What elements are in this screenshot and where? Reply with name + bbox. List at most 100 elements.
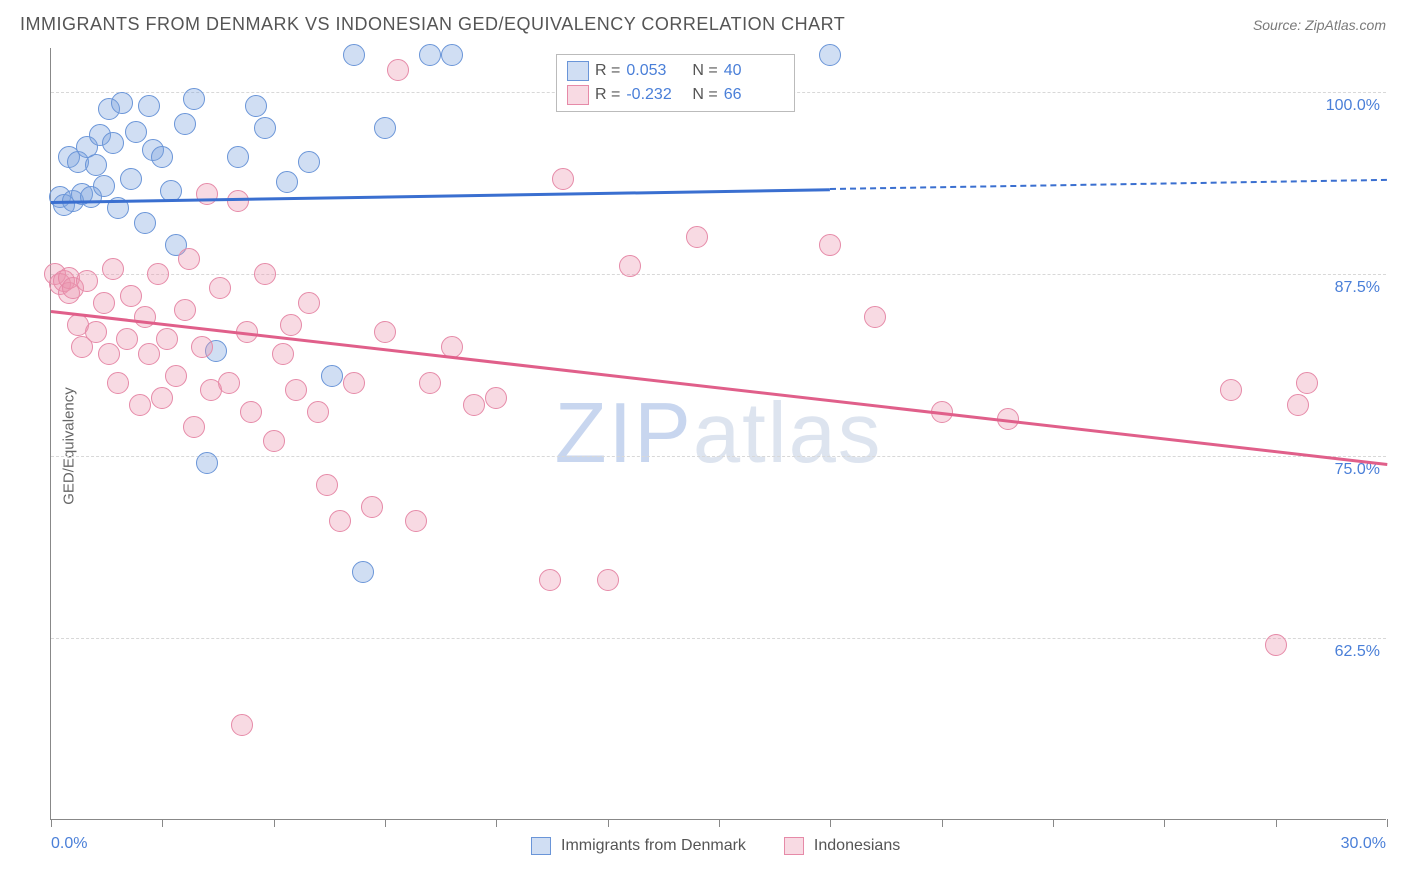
- point-indonesian: [134, 306, 156, 328]
- point-indonesian: [138, 343, 160, 365]
- n-value: 40: [724, 59, 784, 83]
- point-indonesian: [343, 372, 365, 394]
- point-indonesian: [151, 387, 173, 409]
- point-denmark: [276, 171, 298, 193]
- point-indonesian: [298, 292, 320, 314]
- x-tick: [1276, 819, 1277, 827]
- x-tick: [274, 819, 275, 827]
- point-indonesian: [1296, 372, 1318, 394]
- point-indonesian: [231, 714, 253, 736]
- point-indonesian: [307, 401, 329, 423]
- gridline: [51, 274, 1386, 275]
- point-denmark: [151, 146, 173, 168]
- point-indonesian: [209, 277, 231, 299]
- x-tick: [1164, 819, 1165, 827]
- series-legend: Immigrants from Denmark Indonesians: [531, 837, 928, 855]
- legend-swatch: [567, 85, 589, 105]
- point-indonesian: [387, 59, 409, 81]
- point-indonesian: [116, 328, 138, 350]
- n-label: N =: [692, 59, 717, 83]
- chart-title: IMMIGRANTS FROM DENMARK VS INDONESIAN GE…: [20, 14, 845, 35]
- point-indonesian: [419, 372, 441, 394]
- point-indonesian: [864, 306, 886, 328]
- point-indonesian: [129, 394, 151, 416]
- point-denmark: [120, 168, 142, 190]
- correlation-row: R =0.053N = 40: [567, 59, 784, 83]
- r-value: 0.053: [626, 59, 686, 83]
- point-denmark: [138, 95, 160, 117]
- y-tick-label: 87.5%: [1335, 279, 1380, 297]
- point-indonesian: [485, 387, 507, 409]
- legend-label: Indonesians: [814, 837, 900, 855]
- point-indonesian: [539, 569, 561, 591]
- gridline: [51, 638, 1386, 639]
- y-tick-label: 100.0%: [1326, 97, 1380, 115]
- point-denmark: [419, 44, 441, 66]
- watermark-bold: ZIP: [555, 386, 693, 481]
- watermark-light: atlas: [693, 386, 883, 481]
- x-tick-label-min: 0.0%: [51, 835, 87, 853]
- point-denmark: [196, 452, 218, 474]
- point-denmark: [102, 132, 124, 154]
- x-tick: [942, 819, 943, 827]
- x-tick: [1387, 819, 1388, 827]
- point-denmark: [819, 44, 841, 66]
- point-denmark: [125, 121, 147, 143]
- point-indonesian: [98, 343, 120, 365]
- point-indonesian: [272, 343, 294, 365]
- point-indonesian: [93, 292, 115, 314]
- x-tick: [496, 819, 497, 827]
- point-indonesian: [280, 314, 302, 336]
- legend-label: Immigrants from Denmark: [561, 837, 746, 855]
- point-denmark: [93, 175, 115, 197]
- point-indonesian: [178, 248, 200, 270]
- r-label: R =: [595, 83, 620, 107]
- point-indonesian: [686, 226, 708, 248]
- point-indonesian: [263, 430, 285, 452]
- x-tick: [1053, 819, 1054, 827]
- r-label: R =: [595, 59, 620, 83]
- source-label: Source: ZipAtlas.com: [1253, 17, 1386, 33]
- x-tick: [719, 819, 720, 827]
- n-value: 66: [724, 83, 784, 107]
- correlation-legend: R =0.053N = 40 R =-0.232N = 66: [556, 54, 795, 112]
- legend-swatch: [531, 837, 551, 855]
- trend-indonesian: [51, 310, 1387, 466]
- point-indonesian: [85, 321, 107, 343]
- point-indonesian: [329, 510, 351, 532]
- point-indonesian: [463, 394, 485, 416]
- point-indonesian: [156, 328, 178, 350]
- point-indonesian: [107, 372, 129, 394]
- point-indonesian: [183, 416, 205, 438]
- point-denmark: [298, 151, 320, 173]
- point-denmark: [174, 113, 196, 135]
- point-denmark: [254, 117, 276, 139]
- point-indonesian: [165, 365, 187, 387]
- point-denmark: [352, 561, 374, 583]
- legend-swatch: [567, 61, 589, 81]
- n-label: N =: [692, 83, 717, 107]
- point-denmark: [374, 117, 396, 139]
- x-tick: [51, 819, 52, 827]
- point-indonesian: [405, 510, 427, 532]
- point-denmark: [343, 44, 365, 66]
- point-denmark: [85, 154, 107, 176]
- point-indonesian: [361, 496, 383, 518]
- point-indonesian: [218, 372, 240, 394]
- gridline: [51, 456, 1386, 457]
- point-indonesian: [597, 569, 619, 591]
- point-indonesian: [1265, 634, 1287, 656]
- point-denmark: [441, 44, 463, 66]
- point-indonesian: [147, 263, 169, 285]
- point-indonesian: [316, 474, 338, 496]
- correlation-row: R =-0.232N = 66: [567, 83, 784, 107]
- point-indonesian: [254, 263, 276, 285]
- r-value: -0.232: [626, 83, 686, 107]
- point-indonesian: [120, 285, 142, 307]
- point-indonesian: [285, 379, 307, 401]
- point-denmark: [227, 146, 249, 168]
- x-tick-label-max: 30.0%: [1341, 835, 1386, 853]
- x-tick: [608, 819, 609, 827]
- point-indonesian: [240, 401, 262, 423]
- x-tick: [385, 819, 386, 827]
